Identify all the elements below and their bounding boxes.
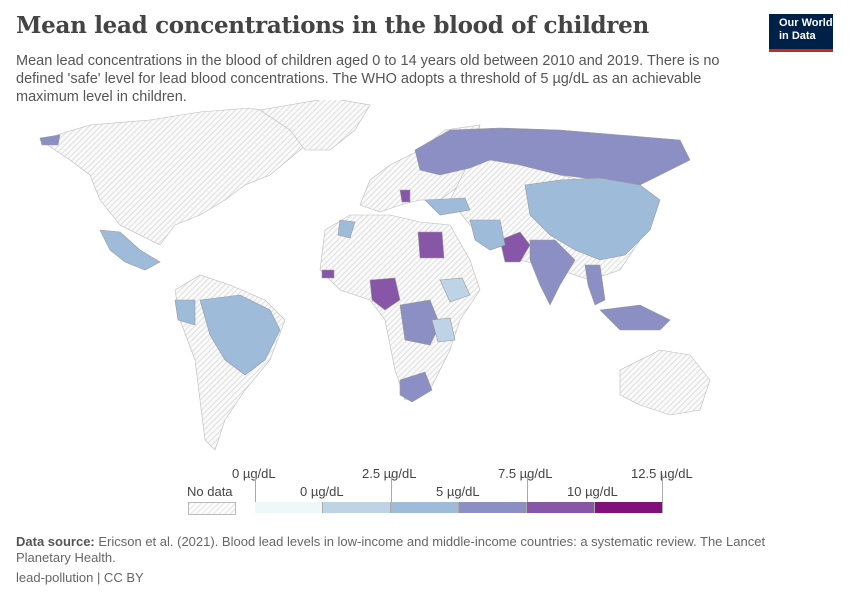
data-source: Data source: Ericson et al. (2021). Bloo… bbox=[16, 534, 816, 566]
country-region[interactable] bbox=[431, 317, 456, 343]
chart-title: Mean lead concentrations in the blood of… bbox=[16, 12, 649, 39]
legend-lower-label: 0 µg/dL bbox=[300, 484, 344, 499]
legend-tick bbox=[391, 475, 392, 502]
legend-lower-label: 10 µg/dL bbox=[567, 484, 618, 499]
country-region[interactable] bbox=[584, 264, 606, 306]
legend-bin[interactable] bbox=[527, 502, 595, 513]
country-region[interactable] bbox=[499, 231, 531, 263]
region-australia[interactable] bbox=[619, 349, 711, 416]
country-region[interactable] bbox=[39, 134, 61, 146]
country-region[interactable] bbox=[321, 269, 335, 279]
legend-bin[interactable] bbox=[391, 502, 459, 513]
legend-upper-label: 0 µg/dL bbox=[232, 466, 276, 481]
country-region[interactable] bbox=[369, 277, 401, 311]
country-region[interactable] bbox=[439, 277, 471, 303]
region-greenland[interactable] bbox=[259, 100, 371, 151]
country-region[interactable] bbox=[174, 299, 196, 326]
chart-subtitle: Mean lead concentrations in the blood of… bbox=[16, 53, 720, 105]
legend-upper-label: 2.5 µg/dL bbox=[362, 466, 417, 481]
owid-logo[interactable]: Our World in Data bbox=[769, 14, 833, 52]
legend-no-data-label: No data bbox=[187, 484, 233, 499]
legend-tick bbox=[662, 475, 663, 502]
logo-line2: in Data bbox=[779, 30, 816, 42]
country-region[interactable] bbox=[399, 189, 411, 203]
legend-bin[interactable] bbox=[459, 502, 527, 513]
country-region[interactable] bbox=[199, 294, 281, 376]
source-text: Ericson et al. (2021). Blood lead levels… bbox=[16, 534, 766, 565]
legend-tick bbox=[527, 475, 528, 502]
region-north-america[interactable] bbox=[39, 107, 321, 246]
country-region[interactable] bbox=[399, 299, 441, 346]
country-region[interactable] bbox=[99, 229, 161, 271]
legend-tick bbox=[255, 475, 256, 502]
region-africa[interactable] bbox=[319, 214, 481, 401]
country-region[interactable] bbox=[399, 371, 433, 403]
legend-bin[interactable] bbox=[255, 502, 323, 513]
country-region[interactable] bbox=[529, 239, 576, 306]
legend-upper-label: 7.5 µg/dL bbox=[498, 466, 553, 481]
legend-bin[interactable] bbox=[595, 502, 663, 513]
country-region[interactable] bbox=[417, 231, 445, 259]
country-region[interactable] bbox=[599, 304, 671, 331]
country-region[interactable] bbox=[424, 197, 471, 216]
legend-upper-label: 12.5 µg/dL bbox=[631, 466, 693, 481]
legend-lower-label: 5 µg/dL bbox=[436, 484, 480, 499]
legend-no-data-swatch[interactable] bbox=[188, 502, 236, 515]
country-region[interactable] bbox=[524, 177, 661, 261]
country-region[interactable] bbox=[469, 219, 506, 251]
legend-color-bins bbox=[255, 502, 663, 513]
license[interactable]: lead-pollution | CC BY bbox=[16, 570, 144, 585]
source-label: Data source: bbox=[16, 534, 95, 549]
country-region[interactable] bbox=[337, 219, 356, 239]
logo-line1: Our World bbox=[779, 17, 833, 29]
world-map bbox=[39, 100, 711, 451]
legend-bin[interactable] bbox=[323, 502, 391, 513]
